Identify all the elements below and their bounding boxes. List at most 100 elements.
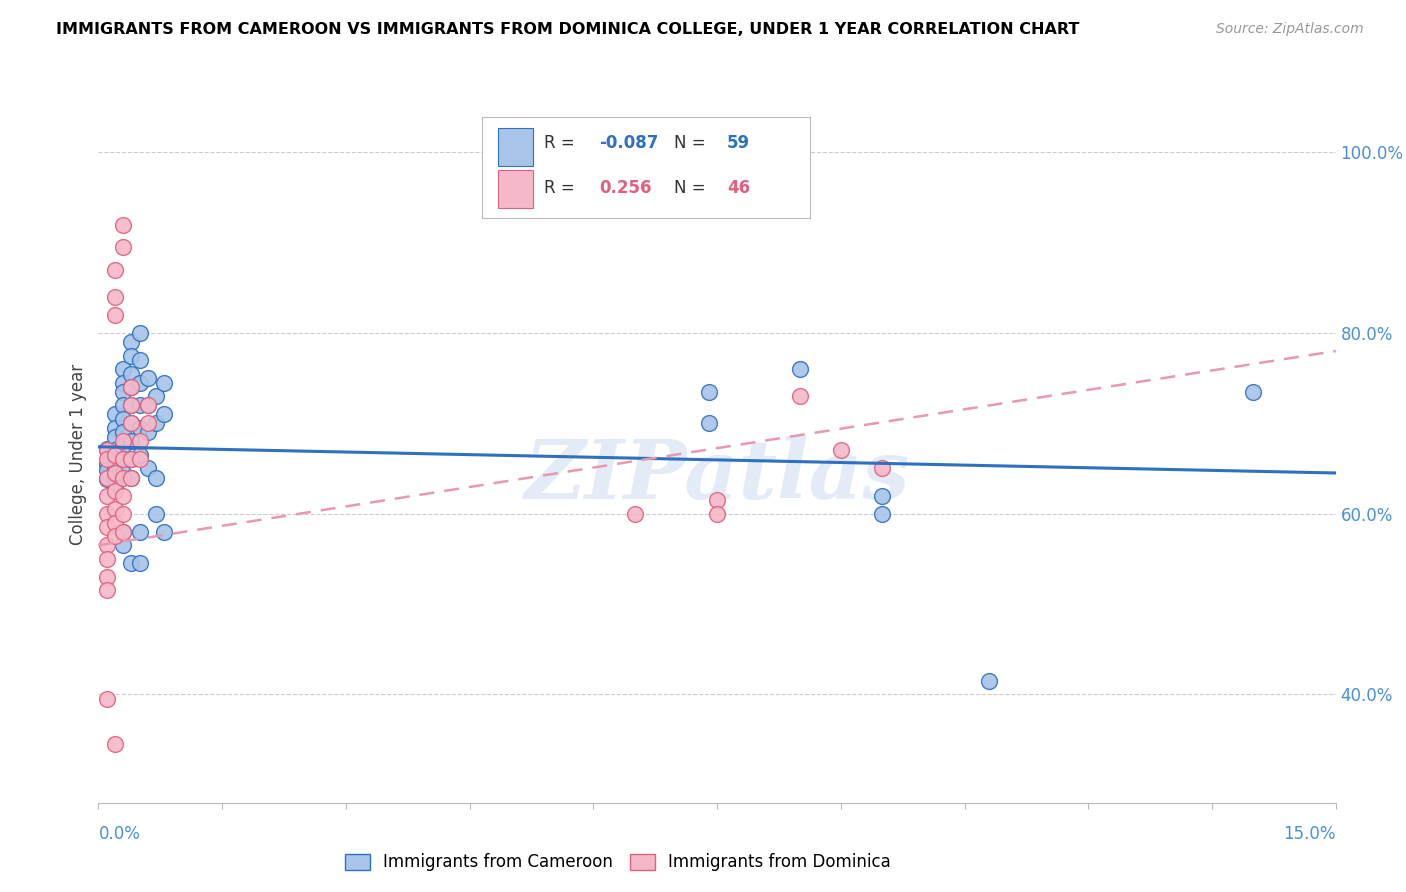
- Point: [112, 507, 135, 521]
- Point: [1241, 384, 1264, 399]
- Point: [104, 470, 127, 484]
- Y-axis label: College, Under 1 year: College, Under 1 year: [69, 364, 87, 546]
- Point: [96, 570, 118, 584]
- Point: [104, 290, 127, 304]
- Point: [104, 421, 127, 435]
- Point: [153, 376, 176, 390]
- Point: [104, 443, 127, 458]
- Point: [112, 398, 135, 412]
- Point: [120, 349, 142, 363]
- Point: [112, 452, 135, 467]
- Point: [112, 411, 135, 425]
- Text: 59: 59: [727, 134, 749, 153]
- Point: [96, 507, 118, 521]
- Point: [120, 367, 142, 381]
- Point: [104, 502, 127, 516]
- FancyBboxPatch shape: [482, 118, 810, 219]
- Text: 15.0%: 15.0%: [1284, 825, 1336, 844]
- Point: [96, 452, 118, 467]
- Point: [96, 489, 118, 503]
- Point: [145, 470, 167, 484]
- Point: [120, 334, 142, 349]
- Point: [96, 442, 118, 456]
- Point: [112, 524, 135, 539]
- Point: [870, 461, 893, 475]
- Text: 0.256: 0.256: [599, 179, 652, 197]
- Point: [112, 439, 135, 453]
- Text: ZIPatlas: ZIPatlas: [524, 436, 910, 516]
- Point: [120, 452, 142, 467]
- Legend: Immigrants from Cameroon, Immigrants from Dominica: Immigrants from Cameroon, Immigrants fro…: [339, 847, 897, 878]
- Point: [153, 407, 176, 421]
- Point: [120, 470, 142, 484]
- Point: [96, 520, 118, 534]
- Point: [112, 524, 135, 539]
- Point: [128, 398, 150, 412]
- Point: [136, 398, 159, 412]
- Point: [104, 479, 127, 493]
- Point: [145, 507, 167, 521]
- Point: [96, 583, 118, 598]
- Text: R =: R =: [544, 134, 579, 153]
- Point: [104, 448, 127, 462]
- Point: [112, 452, 135, 467]
- Point: [104, 529, 127, 543]
- Point: [979, 673, 1001, 688]
- Point: [706, 493, 728, 508]
- Point: [136, 425, 159, 440]
- Point: [623, 507, 645, 521]
- Point: [120, 380, 142, 394]
- Point: [104, 461, 127, 475]
- Point: [128, 353, 150, 368]
- Point: [120, 398, 142, 412]
- Point: [112, 362, 135, 376]
- Text: 0.0%: 0.0%: [98, 825, 141, 844]
- Point: [96, 463, 118, 477]
- Point: [120, 380, 142, 394]
- Point: [697, 384, 720, 399]
- Point: [136, 398, 159, 412]
- Point: [96, 472, 118, 486]
- Point: [96, 551, 118, 566]
- Point: [96, 443, 118, 458]
- Point: [120, 557, 142, 571]
- Point: [104, 484, 127, 499]
- Point: [112, 384, 135, 399]
- Point: [120, 417, 142, 431]
- Point: [120, 452, 142, 467]
- Point: [112, 425, 135, 440]
- Point: [145, 389, 167, 403]
- Text: N =: N =: [673, 134, 710, 153]
- FancyBboxPatch shape: [498, 169, 533, 208]
- Point: [128, 452, 150, 467]
- Point: [789, 362, 811, 376]
- Text: IMMIGRANTS FROM CAMEROON VS IMMIGRANTS FROM DOMINICA COLLEGE, UNDER 1 YEAR CORRE: IMMIGRANTS FROM CAMEROON VS IMMIGRANTS F…: [56, 22, 1080, 37]
- Point: [120, 434, 142, 449]
- Point: [136, 461, 159, 475]
- Point: [104, 430, 127, 444]
- Point: [128, 524, 150, 539]
- Point: [870, 507, 893, 521]
- Text: R =: R =: [544, 179, 579, 197]
- Point: [112, 470, 135, 484]
- Point: [96, 470, 118, 484]
- Point: [145, 417, 167, 431]
- Point: [136, 371, 159, 385]
- Point: [112, 218, 135, 232]
- Point: [706, 507, 728, 521]
- Point: [120, 417, 142, 431]
- Point: [870, 489, 893, 503]
- Point: [104, 407, 127, 421]
- Point: [136, 417, 159, 431]
- Point: [128, 448, 150, 462]
- Text: 46: 46: [727, 179, 749, 197]
- Point: [112, 538, 135, 552]
- Point: [128, 326, 150, 340]
- Point: [128, 421, 150, 435]
- Point: [128, 376, 150, 390]
- Point: [104, 516, 127, 530]
- Point: [697, 417, 720, 431]
- Point: [112, 489, 135, 503]
- Point: [112, 376, 135, 390]
- Point: [104, 452, 127, 467]
